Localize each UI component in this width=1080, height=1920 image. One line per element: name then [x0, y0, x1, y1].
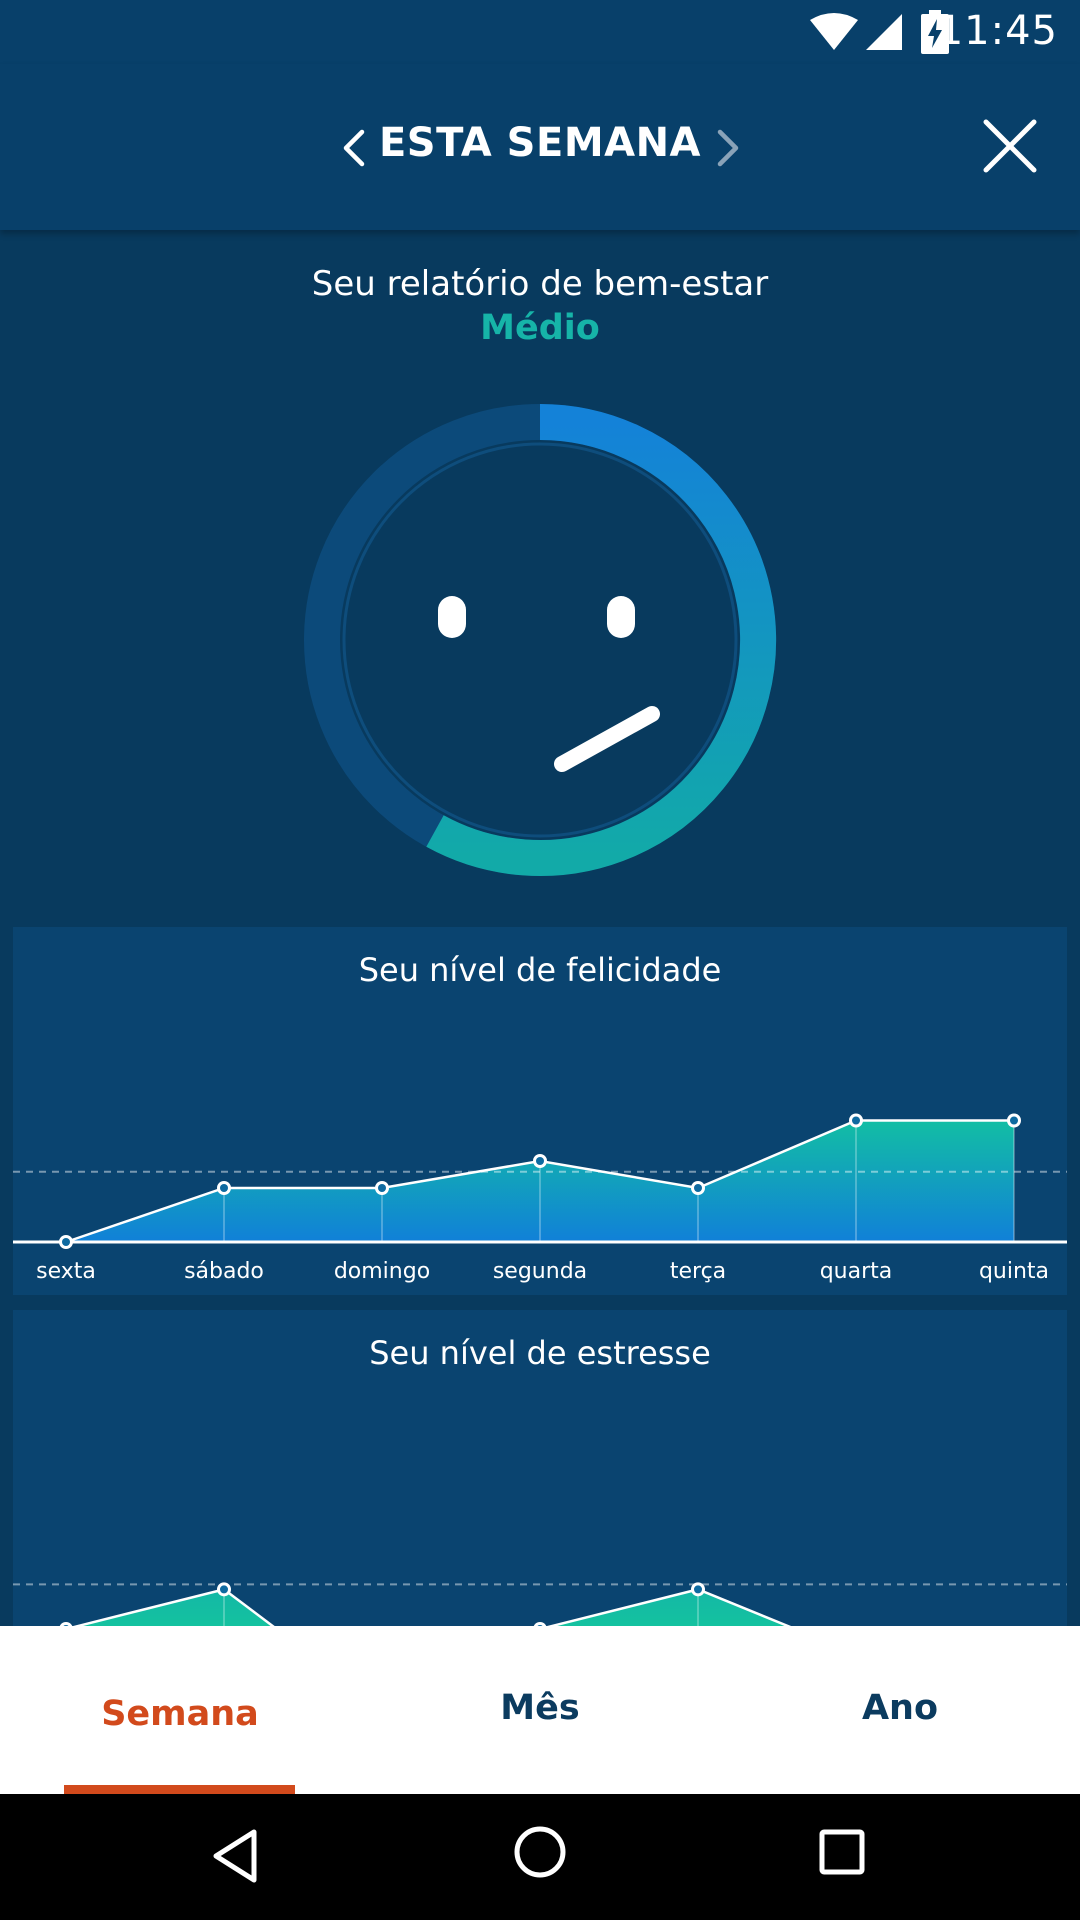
active-tab-indicator [64, 1785, 295, 1794]
data-point-center [694, 1184, 702, 1192]
x-tick-label: segunda [493, 1259, 587, 1284]
tab-month[interactable]: Mês [360, 1626, 720, 1794]
data-point-center [694, 1585, 702, 1594]
wifi-icon [810, 13, 858, 50]
mouth [554, 706, 660, 772]
data-point-center [220, 1585, 228, 1594]
close-button[interactable] [978, 114, 1042, 178]
page-title: ESTA SEMANA [378, 120, 702, 166]
chevron-left-icon [343, 129, 365, 167]
data-point-center [220, 1184, 228, 1192]
mood-face-icon [304, 404, 777, 876]
navigation-bar [0, 1794, 1080, 1920]
x-tick-label: domingo [334, 1259, 430, 1284]
right-eye [607, 596, 635, 638]
tab-month-label: Mês [500, 1688, 580, 1728]
data-point-center [536, 1157, 544, 1165]
report-level: Médio [480, 308, 600, 348]
stress-chart-title: Seu nível de estresse [369, 1334, 711, 1372]
data-point-center [378, 1184, 386, 1192]
tab-year-label: Ano [861, 1688, 939, 1728]
status-time: 11:45 [937, 8, 1058, 54]
battery-charging-icon [921, 10, 949, 54]
signal-icon [866, 14, 902, 50]
data-point-center [1010, 1116, 1018, 1125]
report-title: Seu relatório de bem-estar [311, 264, 769, 304]
left-eye [438, 596, 466, 638]
previous-week-button[interactable] [330, 122, 378, 174]
x-tick-label: terça [670, 1259, 726, 1284]
header: ESTA SEMANA [0, 64, 1080, 230]
ring-progress [426, 404, 777, 876]
stress-chart-card: Seu nível de estresse [13, 1310, 1067, 1630]
x-tick-label: quarta [820, 1259, 893, 1284]
x-tick-label: sábado [184, 1259, 264, 1284]
recents-icon[interactable] [818, 1828, 866, 1876]
close-icon [983, 119, 1037, 173]
x-tick-label: quinta [979, 1259, 1049, 1284]
data-point-center [852, 1116, 860, 1125]
status-bar: 11:45 [0, 0, 1080, 64]
x-tick-label: sexta [36, 1259, 96, 1284]
tab-year[interactable]: Ano [720, 1626, 1080, 1794]
back-icon[interactable] [210, 1826, 260, 1886]
happiness-chart-title: Seu nível de felicidade [358, 951, 722, 989]
tab-week-label: Semana [101, 1694, 259, 1734]
happiness-chart-card: sexta sábado domingo segunda terça quarta quin… [13, 927, 1067, 1295]
home-icon[interactable] [512, 1824, 568, 1880]
chevron-right-icon [717, 129, 739, 167]
next-week-button[interactable] [704, 122, 752, 174]
chart-area [66, 1120, 1014, 1242]
data-point-center [62, 1238, 70, 1246]
chart-area [66, 1589, 1014, 1630]
tab-bar: Semana Mês Ano [0, 1626, 1080, 1794]
wellbeing-report: Seu relatório de bem-estar Médio [0, 230, 1080, 927]
happiness-chart: sexta sábado domingo segunda terça quarta quin… [13, 1113, 1067, 1284]
tab-week[interactable]: Semana [0, 1626, 360, 1794]
